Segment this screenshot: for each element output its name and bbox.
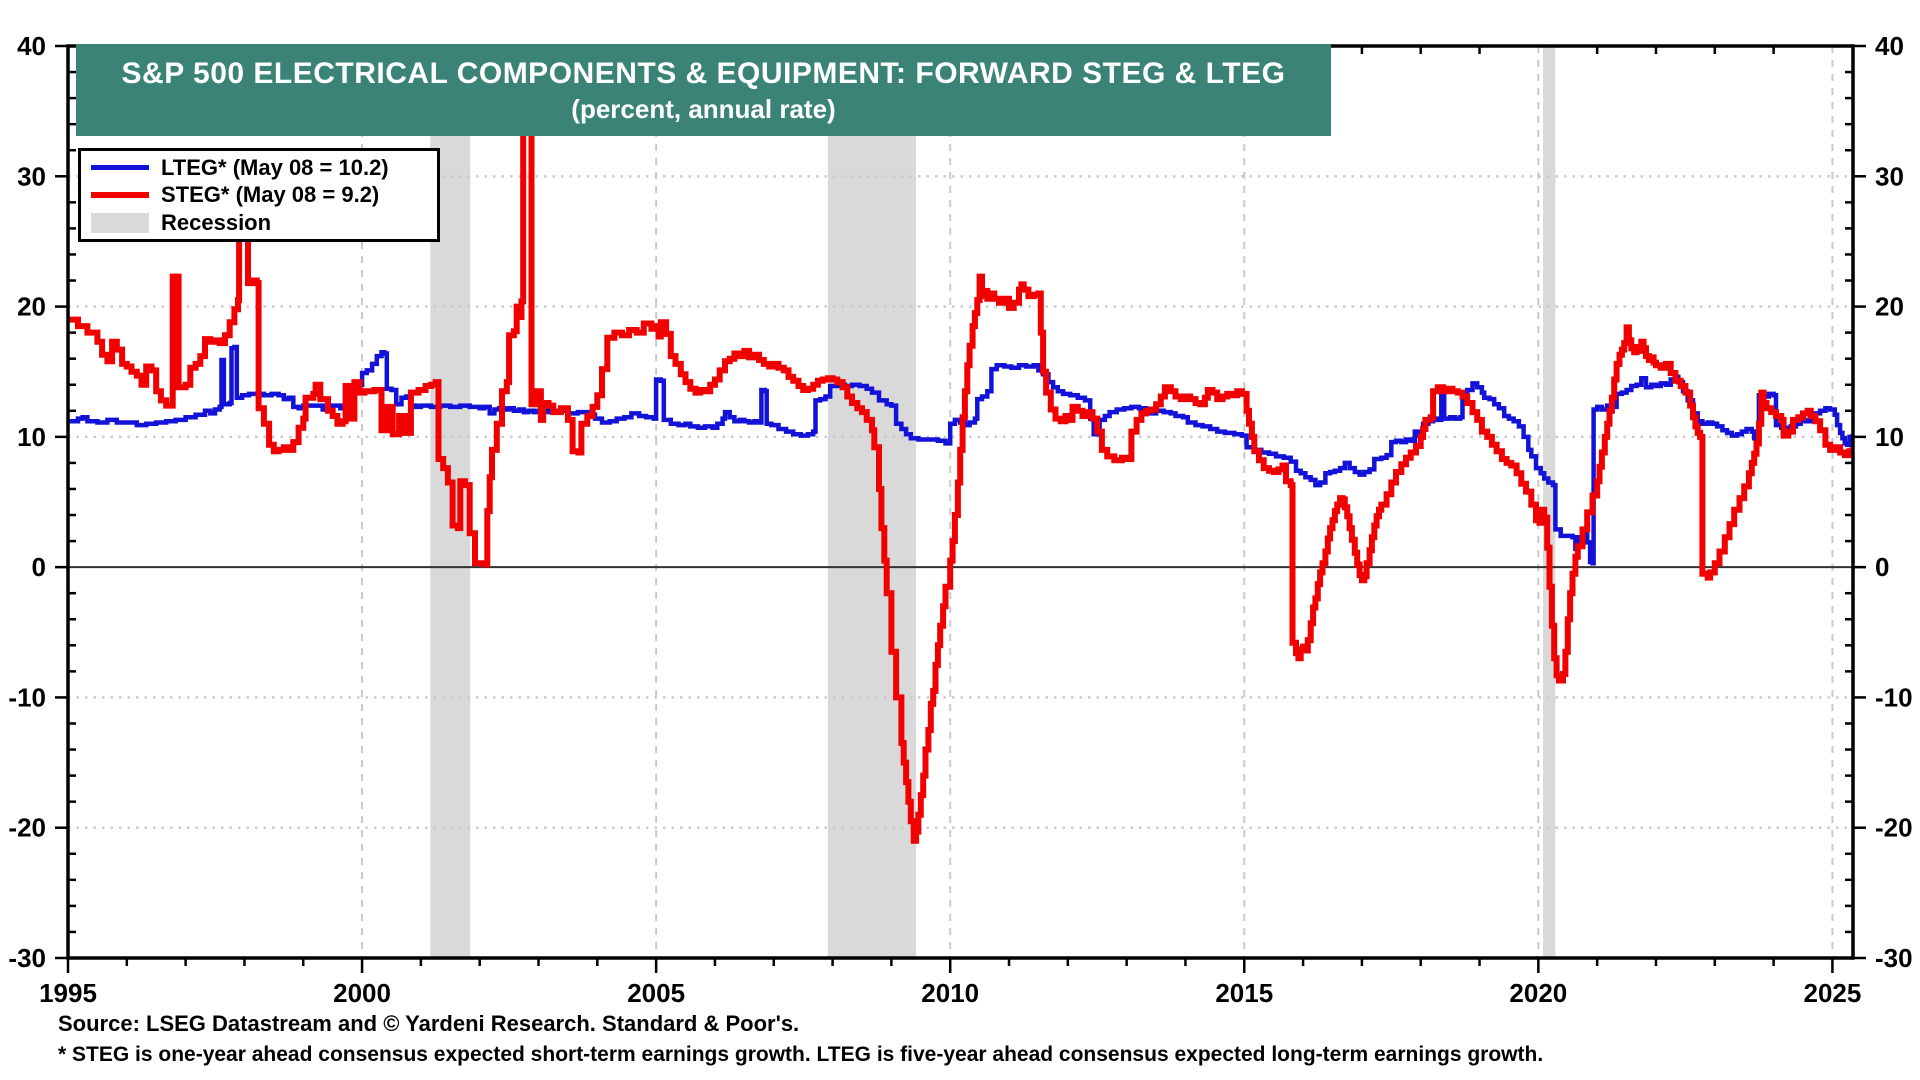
axis-label: 0 bbox=[1875, 552, 1889, 582]
legend-item-steg: STEG* (May 08 = 9.2) bbox=[91, 182, 437, 208]
axis-label: 0 bbox=[32, 552, 46, 582]
legend-label-recession: Recession bbox=[161, 209, 272, 235]
axis-label: 1995 bbox=[39, 978, 97, 1008]
legend-label-lteg: LTEG* (May 08 = 10.2) bbox=[161, 154, 389, 180]
axis-label: -30 bbox=[8, 943, 46, 973]
chart-title: S&P 500 ELECTRICAL COMPONENTS & EQUIPMEN… bbox=[121, 57, 1286, 91]
axis-label: -30 bbox=[1875, 943, 1913, 973]
axis-label: 2025 bbox=[1803, 978, 1861, 1008]
axis-label: 10 bbox=[17, 422, 46, 452]
recession-band bbox=[827, 46, 917, 958]
chart-subtitle: (percent, annual rate) bbox=[571, 94, 836, 125]
axis-label: 2020 bbox=[1509, 978, 1567, 1008]
legend-item-lteg: LTEG* (May 08 = 10.2) bbox=[91, 155, 437, 181]
source-text: Source: LSEG Datastream and © Yardeni Re… bbox=[58, 1011, 800, 1036]
legend-item-recession: Recession bbox=[91, 210, 437, 236]
axis-label: -20 bbox=[1875, 813, 1913, 843]
axis-label: 2015 bbox=[1215, 978, 1273, 1008]
series-steg bbox=[68, 108, 1853, 844]
axis-label: -20 bbox=[8, 813, 46, 843]
axis-label: 30 bbox=[17, 161, 46, 191]
axis-label: 2010 bbox=[921, 978, 979, 1008]
steg-line-swatch bbox=[91, 192, 149, 198]
series-lteg bbox=[68, 344, 1853, 566]
title-banner: S&P 500 ELECTRICAL COMPONENTS & EQUIPMEN… bbox=[76, 44, 1331, 136]
axis-label: 40 bbox=[1875, 31, 1904, 61]
axis-label: 2000 bbox=[333, 978, 391, 1008]
axis-label: 2005 bbox=[627, 978, 685, 1008]
recession-band bbox=[1543, 46, 1556, 958]
axis-label: -10 bbox=[1875, 682, 1913, 712]
axis-label: 20 bbox=[1875, 292, 1904, 322]
legend-label-steg: STEG* (May 08 = 9.2) bbox=[161, 182, 380, 207]
lteg-line-swatch bbox=[91, 165, 149, 170]
axis-label: 20 bbox=[17, 292, 46, 322]
footer: Source: LSEG Datastream and © Yardeni Re… bbox=[58, 1008, 1543, 1070]
axis-label: 30 bbox=[1875, 161, 1904, 191]
recession-box-swatch bbox=[91, 212, 149, 233]
axis-label: 40 bbox=[17, 31, 46, 61]
axis-label: -10 bbox=[8, 682, 46, 712]
axis-label: 10 bbox=[1875, 422, 1904, 452]
footnote-text: * STEG is one-year ahead consensus expec… bbox=[58, 1042, 1544, 1066]
legend: LTEG* (May 08 = 10.2) STEG* (May 08 = 9.… bbox=[78, 148, 440, 242]
